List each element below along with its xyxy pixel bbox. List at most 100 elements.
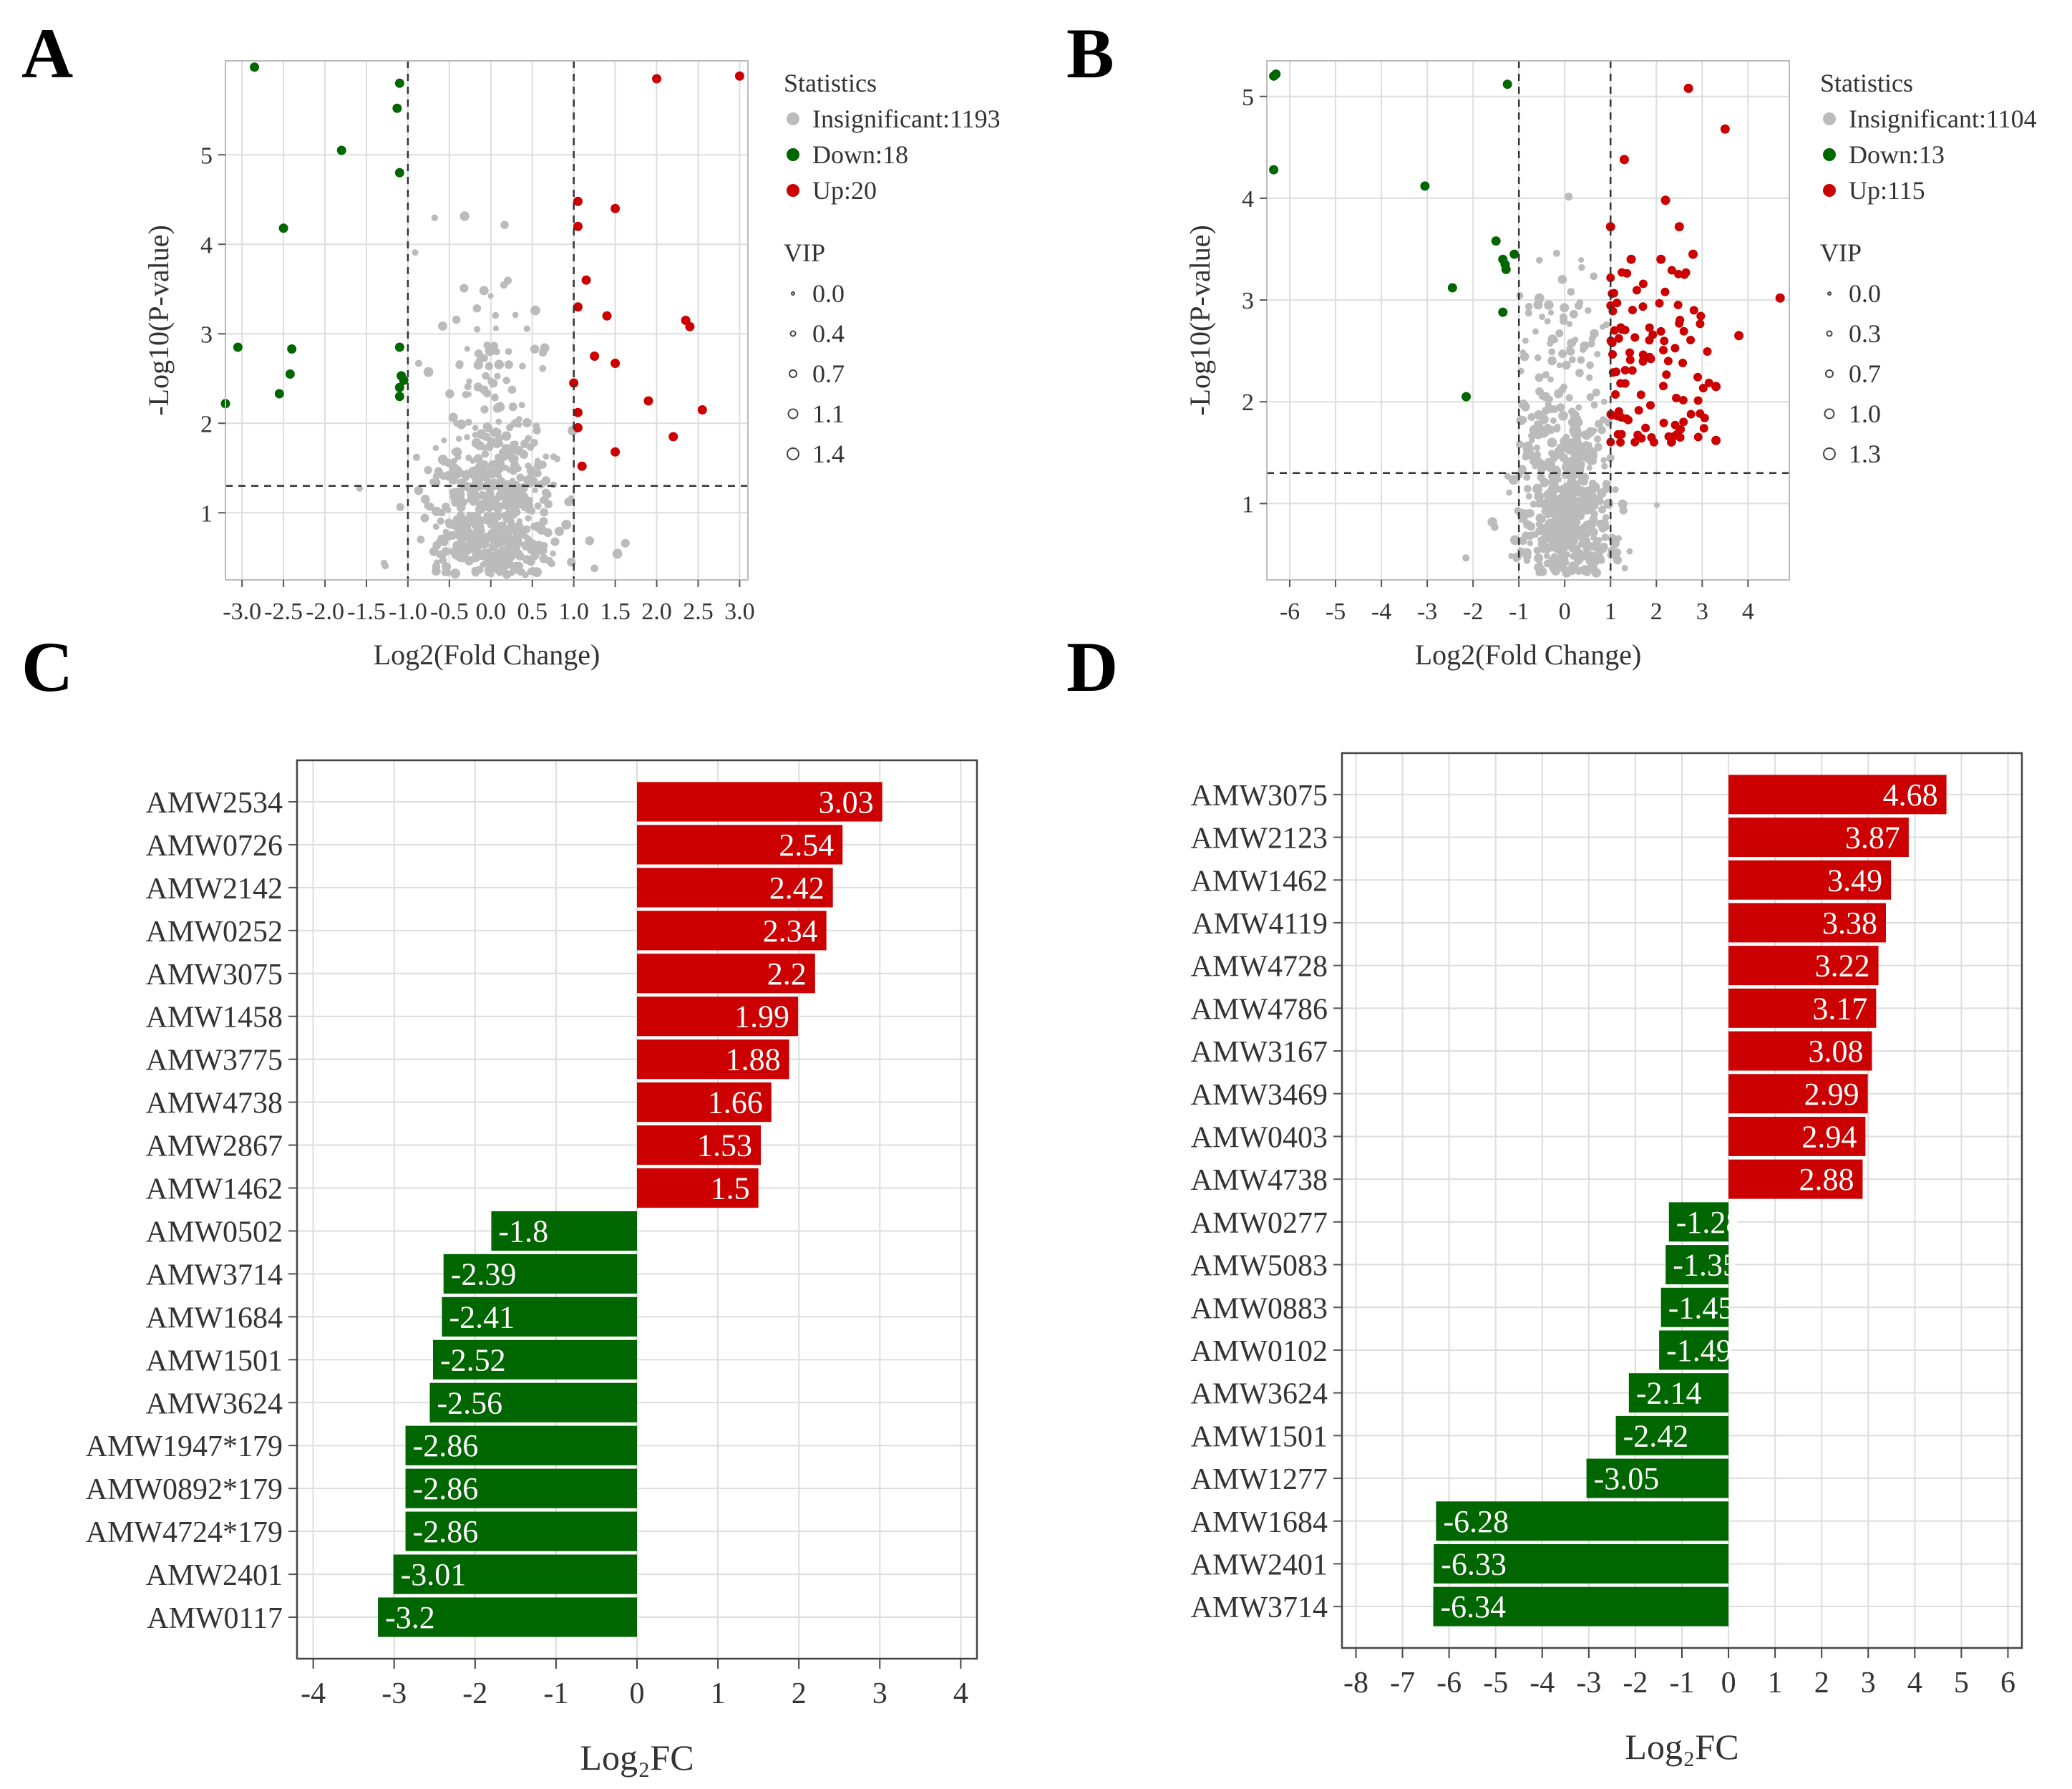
bar-value-label: -2.86 — [413, 1514, 479, 1549]
up-point — [1608, 349, 1618, 359]
insignificant-point — [1536, 256, 1543, 264]
y-tick-label: 3 — [1242, 288, 1254, 314]
size-legend-marker — [1827, 291, 1832, 296]
insignificant-point — [1595, 420, 1602, 428]
up-point — [1646, 401, 1655, 410]
insignificant-point — [485, 504, 494, 513]
up-point — [1659, 346, 1668, 355]
category-label: AMW3167 — [1191, 1036, 1328, 1069]
insignificant-point — [1544, 318, 1551, 325]
bar-up — [1728, 903, 1886, 943]
up-point — [1686, 409, 1696, 419]
insignificant-point — [1545, 499, 1552, 507]
panel-label-b: B — [1066, 14, 1114, 93]
up-point — [1667, 437, 1676, 447]
insignificant-point — [1565, 394, 1573, 402]
insignificant-point — [1534, 373, 1544, 382]
insignificant-point — [502, 557, 510, 565]
insignificant-point — [1508, 553, 1514, 559]
up-point — [1658, 382, 1668, 391]
insignificant-point — [452, 315, 461, 324]
bar-value-label: -2.41 — [449, 1299, 515, 1334]
insignificant-point — [1580, 341, 1590, 351]
insignificant-point — [1548, 528, 1557, 538]
insignificant-point — [1522, 337, 1529, 344]
y-tick-label: 2 — [200, 411, 213, 437]
bar-chart-c: 3.03 AMW2534 2.54 AMW0726 2.42 AMW2142 2.34 AMW… — [86, 759, 978, 1778]
insignificant-point — [1574, 548, 1584, 558]
insignificant-point — [1523, 557, 1531, 565]
insignificant-point — [1575, 528, 1583, 536]
bar-value-label: -1.49 — [1666, 1333, 1732, 1368]
insignificant-point — [543, 528, 553, 538]
insignificant-point — [1575, 498, 1583, 507]
insignificant-point — [1594, 351, 1601, 358]
up-point — [1625, 348, 1635, 357]
insignificant-point — [490, 467, 500, 477]
insignificant-point — [420, 495, 430, 504]
bar-down — [405, 1468, 637, 1508]
insignificant-point — [1558, 349, 1567, 359]
insignificant-point — [1570, 478, 1577, 485]
x-tick-label: 3 — [1696, 598, 1708, 625]
insignificant-point — [1560, 316, 1568, 325]
insignificant-point — [1575, 368, 1584, 377]
bar-value-label: 3.17 — [1812, 991, 1867, 1026]
insignificant-point — [519, 525, 526, 533]
insignificant-point — [540, 508, 548, 517]
size-legend-label: 0.7 — [812, 359, 845, 388]
insignificant-point — [520, 501, 530, 512]
category-label: AMW2534 — [146, 787, 283, 820]
insignificant-point — [528, 477, 538, 487]
up-point — [1656, 326, 1665, 336]
insignificant-point — [437, 534, 445, 543]
insignificant-point — [1516, 440, 1524, 449]
insignificant-point — [510, 477, 516, 484]
insignificant-point — [534, 502, 542, 510]
insignificant-point — [1516, 415, 1526, 425]
x-tick-label: -3 — [381, 1677, 407, 1710]
bar-value-label: 2.94 — [1801, 1119, 1857, 1154]
x-tick-label: 0 — [1559, 598, 1571, 625]
insignificant-point — [492, 325, 499, 331]
category-label: AMW3624 — [146, 1387, 283, 1420]
down-point — [278, 223, 288, 233]
x-tick-label: 6 — [2000, 1667, 2015, 1700]
insignificant-point — [1554, 389, 1563, 399]
insignificant-point — [502, 569, 512, 579]
insignificant-point — [452, 447, 462, 457]
insignificant-point — [541, 476, 551, 485]
legend-marker-down — [787, 148, 799, 161]
down-point — [1447, 283, 1457, 293]
up-point — [1679, 417, 1688, 427]
insignificant-point — [1532, 484, 1543, 494]
insignificant-point — [1606, 454, 1615, 462]
insignificant-point — [1575, 441, 1584, 450]
insignificant-point — [455, 544, 463, 552]
insignificant-point — [472, 522, 478, 528]
insignificant-point — [1574, 518, 1581, 525]
x-axis-label: Log₂FC — [580, 1737, 694, 1778]
insignificant-point — [545, 556, 553, 565]
insignificant-point — [1600, 398, 1607, 405]
bar-value-label: 1.53 — [697, 1128, 752, 1163]
y-tick-label: 3 — [200, 321, 213, 348]
insignificant-point — [432, 540, 442, 550]
up-point — [1636, 390, 1645, 399]
insignificant-point — [1552, 249, 1560, 257]
insignificant-point — [1572, 336, 1579, 344]
insignificant-point — [492, 459, 500, 467]
insignificant-point — [456, 556, 463, 562]
insignificant-point — [1517, 538, 1523, 544]
category-label: AMW0252 — [146, 916, 283, 949]
insignificant-point — [1562, 559, 1570, 566]
up-point — [1711, 435, 1721, 445]
insignificant-point — [1589, 515, 1598, 524]
insignificant-point — [504, 360, 513, 369]
insignificant-point — [1561, 453, 1568, 461]
insignificant-point — [1567, 341, 1573, 347]
insignificant-point — [529, 554, 536, 561]
up-point — [1673, 300, 1683, 309]
insignificant-point — [492, 495, 500, 504]
insignificant-point — [474, 531, 485, 542]
